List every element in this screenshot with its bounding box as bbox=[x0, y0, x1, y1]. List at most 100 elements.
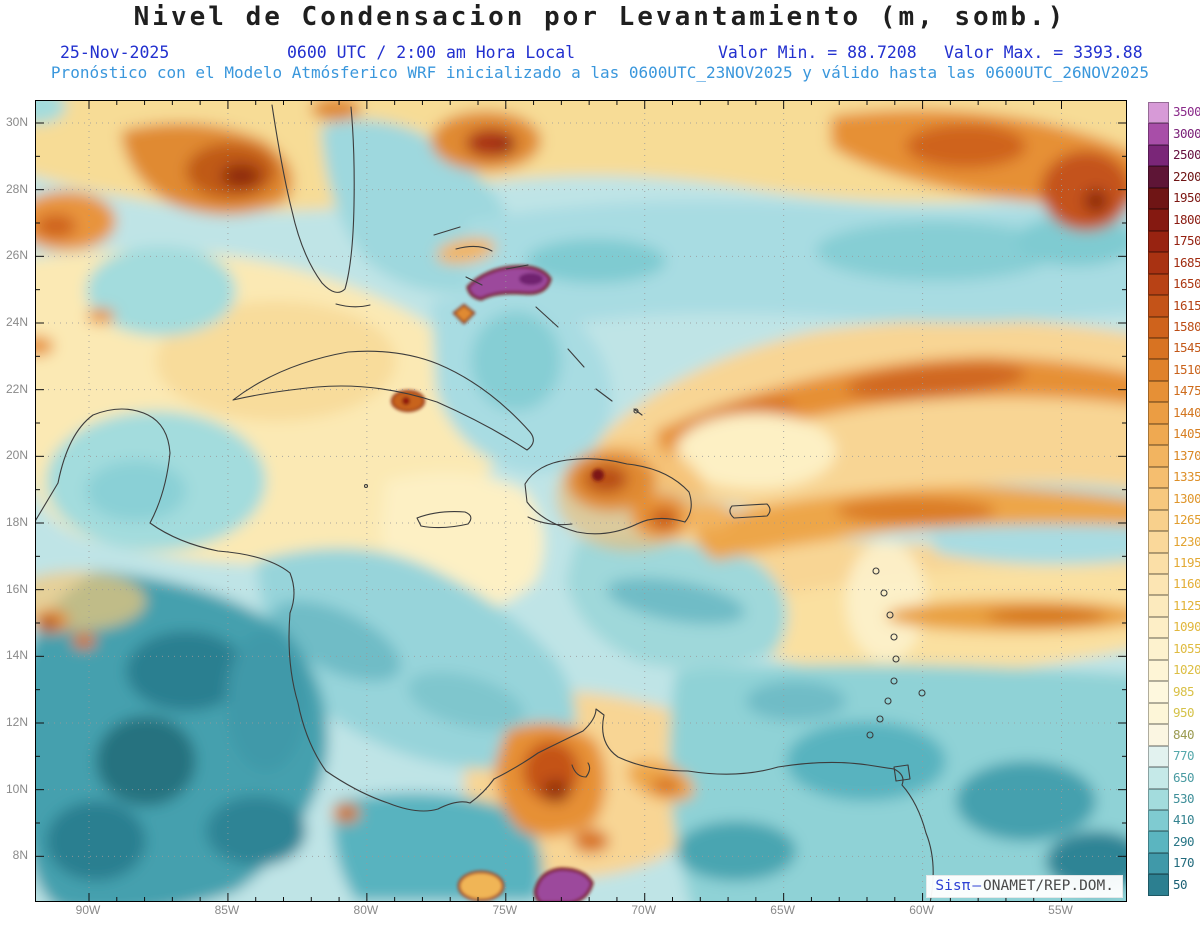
colorbar-row: 1370 bbox=[1148, 445, 1200, 467]
colorbar-level-label: 3000 bbox=[1173, 125, 1200, 141]
colorbar-level-label: 950 bbox=[1173, 705, 1195, 721]
colorbar-swatch bbox=[1148, 273, 1169, 296]
min-value-label: Valor Min. = 88.7208 bbox=[718, 43, 917, 62]
colorbar-swatch bbox=[1148, 295, 1169, 317]
colorbar-swatch bbox=[1148, 702, 1169, 725]
colorbar-row: 1685 bbox=[1148, 252, 1200, 274]
colorbar-row: 1195 bbox=[1148, 552, 1200, 574]
forecast-info-line: Pronóstico con el Modelo Atmósferico WRF… bbox=[50, 63, 1150, 82]
colorbar-swatch bbox=[1148, 402, 1169, 424]
colorbar-level-label: 1125 bbox=[1173, 597, 1200, 613]
colorbar-level-label: 1265 bbox=[1173, 512, 1200, 528]
colorbar-row: 410 bbox=[1148, 809, 1200, 832]
colorbar-level-label: 50 bbox=[1173, 876, 1188, 892]
colorbar-level-label: 1020 bbox=[1173, 662, 1200, 678]
colorbar-swatch bbox=[1148, 144, 1169, 167]
colorbar-level-label: 1650 bbox=[1173, 276, 1200, 292]
colorbar-row: 1300 bbox=[1148, 488, 1200, 510]
lat-tick-label: 8N bbox=[12, 848, 28, 863]
colorbar-level-label: 1615 bbox=[1173, 297, 1200, 313]
latitude-axis: 30N 28N 26N 24N 22N 20N 18N 16N 14N 12N 10N 8N bbox=[0, 100, 31, 900]
colorbar-swatch bbox=[1148, 445, 1169, 467]
colorbar-swatch bbox=[1148, 209, 1169, 231]
lon-tick-label: 55W bbox=[1048, 903, 1073, 917]
colorbar-row: 1020 bbox=[1148, 659, 1200, 682]
colorbar-row: 950 bbox=[1148, 702, 1200, 725]
colorbar-row: 1475 bbox=[1148, 380, 1200, 403]
colorbar-row: 3500 bbox=[1148, 102, 1200, 124]
lon-tick-label: 90W bbox=[75, 903, 101, 917]
lon-tick-label: 70W bbox=[631, 903, 657, 917]
lon-tick-label: 65W bbox=[770, 903, 795, 917]
colorbar-level-label: 1685 bbox=[1173, 254, 1200, 270]
colorbar-swatch bbox=[1148, 788, 1169, 810]
lon-tick-label: 75W bbox=[492, 903, 518, 917]
colorbar-swatch bbox=[1148, 874, 1169, 896]
colorbar-swatch bbox=[1148, 809, 1169, 832]
colorbar-level-label: 1300 bbox=[1173, 490, 1200, 506]
colorbar-row: 1510 bbox=[1148, 359, 1200, 381]
colorbar-swatch bbox=[1148, 681, 1169, 703]
watermark-separator: — bbox=[972, 878, 982, 894]
lat-tick-label: 22N bbox=[5, 381, 28, 396]
colorbar-swatch bbox=[1148, 616, 1169, 639]
lat-tick-label: 30N bbox=[5, 115, 28, 129]
colorbar-row: 2500 bbox=[1148, 144, 1200, 167]
extreme-value-spots bbox=[391, 265, 604, 901]
map-plot bbox=[36, 101, 1126, 901]
colorbar-level-label: 770 bbox=[1173, 748, 1195, 764]
lcl-shaded-field bbox=[36, 101, 1126, 901]
colorbar-row: 650 bbox=[1148, 767, 1200, 789]
colorbar-swatch bbox=[1148, 316, 1169, 338]
lon-tick-label: 60W bbox=[909, 903, 934, 917]
page-title: Nivel de Condensacion por Levantamiento … bbox=[133, 2, 1067, 32]
colorbar-swatch bbox=[1148, 852, 1169, 875]
colorbar-level-label: 1195 bbox=[1173, 554, 1200, 570]
colorbar-level-label: 1750 bbox=[1173, 233, 1200, 249]
watermark-org: ONAMET/REP.DOM. bbox=[983, 878, 1114, 894]
map-canvas: Sisπ — ONAMET/REP.DOM. bbox=[35, 100, 1127, 902]
colorbar-swatch bbox=[1148, 724, 1169, 746]
colorbar-level-label: 410 bbox=[1173, 812, 1195, 828]
colorbar-level-label: 1510 bbox=[1173, 361, 1200, 377]
colorbar-row: 1055 bbox=[1148, 638, 1200, 660]
valid-time-label: 0600 UTC / 2:00 am Hora Local bbox=[287, 43, 576, 62]
lat-tick-label: 16N bbox=[5, 581, 28, 596]
colorbar-level-label: 3500 bbox=[1173, 104, 1200, 120]
colorbar-row: 1125 bbox=[1148, 595, 1200, 617]
colorbar-swatch bbox=[1148, 595, 1169, 617]
colorbar: 3500 3000 2500 2200 1950 1800 1750 1685 1650 1615… bbox=[1148, 102, 1200, 896]
colorbar-level-label: 1055 bbox=[1173, 640, 1200, 656]
colorbar-row: 3000 bbox=[1148, 123, 1200, 145]
colorbar-row: 1950 bbox=[1148, 187, 1200, 210]
colorbar-level-label: 1950 bbox=[1173, 190, 1200, 206]
colorbar-row: 1800 bbox=[1148, 209, 1200, 231]
colorbar-row: 290 bbox=[1148, 831, 1200, 853]
colorbar-swatch bbox=[1148, 831, 1169, 853]
colorbar-row: 1335 bbox=[1148, 466, 1200, 489]
colorbar-level-label: 985 bbox=[1173, 683, 1195, 699]
coastlines bbox=[36, 104, 934, 901]
colorbar-level-label: 1440 bbox=[1173, 404, 1200, 420]
colorbar-row: 1545 bbox=[1148, 337, 1200, 360]
colorbar-row: 2200 bbox=[1148, 166, 1200, 188]
colorbar-swatch bbox=[1148, 573, 1169, 596]
colorbar-row: 1265 bbox=[1148, 509, 1200, 532]
colorbar-row: 1615 bbox=[1148, 295, 1200, 317]
colorbar-row: 1230 bbox=[1148, 531, 1200, 553]
colorbar-level-label: 170 bbox=[1173, 855, 1195, 871]
colorbar-level-label: 1090 bbox=[1173, 619, 1200, 635]
colorbar-row: 840 bbox=[1148, 724, 1200, 746]
lat-tick-label: 18N bbox=[5, 515, 28, 529]
colorbar-row: 50 bbox=[1148, 874, 1200, 896]
colorbar-row: 1090 bbox=[1148, 616, 1200, 639]
colorbar-swatch bbox=[1148, 187, 1169, 210]
colorbar-level-label: 1160 bbox=[1173, 576, 1200, 592]
colorbar-swatch bbox=[1148, 166, 1169, 188]
colorbar-swatch bbox=[1148, 509, 1169, 532]
lat-tick-label: 28N bbox=[5, 181, 28, 196]
colorbar-swatch bbox=[1148, 102, 1169, 124]
colorbar-swatch bbox=[1148, 123, 1169, 145]
colorbar-level-label: 840 bbox=[1173, 726, 1195, 742]
